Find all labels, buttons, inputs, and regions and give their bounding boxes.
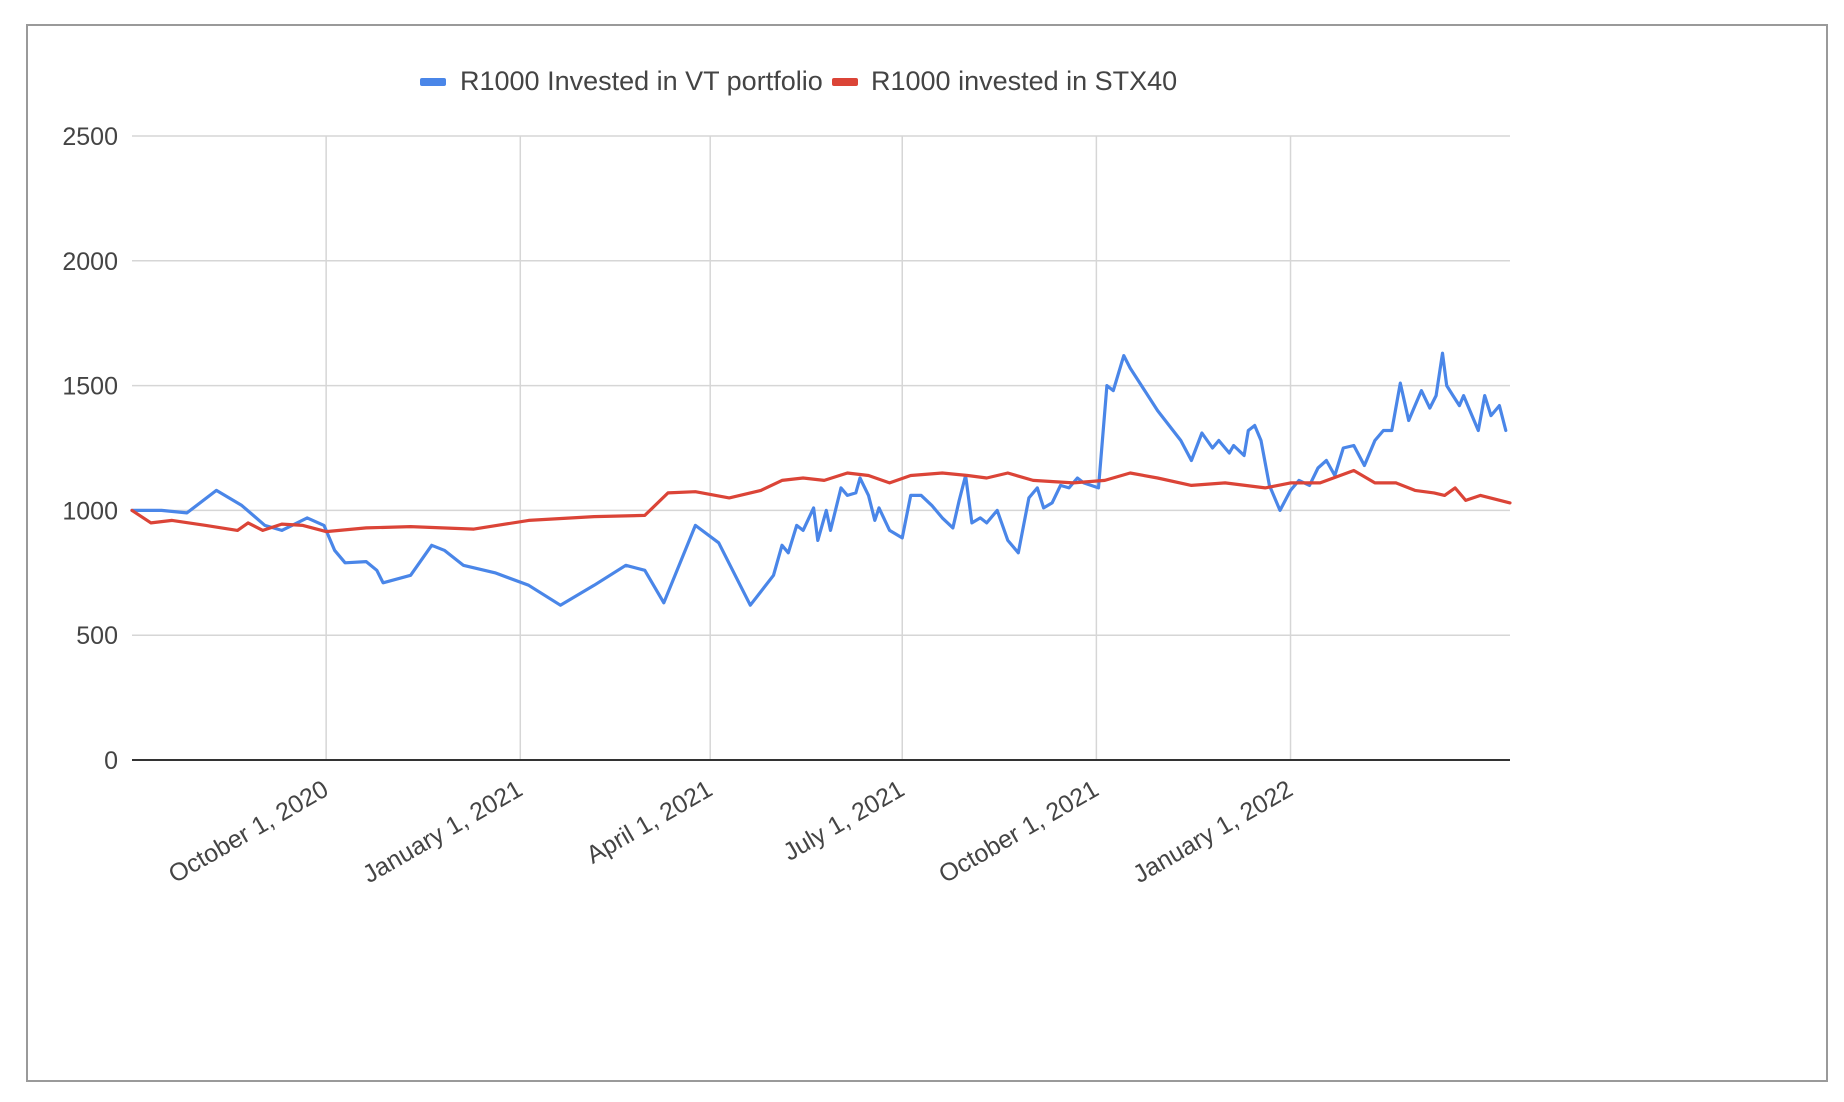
series-line-1 (130, 351, 1508, 607)
y-tick-label: 0 (104, 747, 118, 775)
gridlines (132, 135, 1510, 760)
x-tick-label: July 1, 2021 (778, 775, 909, 867)
x-tick-label: January 1, 2021 (358, 775, 527, 889)
x-tick-label: October 1, 2020 (164, 775, 333, 889)
y-tick-label: 500 (76, 622, 118, 650)
legend: R1000 Invested in VT portfolio R1000 inve… (420, 66, 1177, 96)
y-tick-label: 1000 (62, 497, 118, 525)
x-tick-label: January 1, 2022 (1128, 775, 1297, 889)
y-tick-label: 2000 (62, 248, 118, 276)
legend-swatch-1 (420, 78, 446, 86)
x-tick-label: October 1, 2021 (934, 775, 1103, 889)
x-tick-label: April 1, 2021 (582, 775, 718, 869)
legend-swatch-2 (832, 78, 858, 86)
legend-label-1: R1000 Invested in VT portfolio (460, 66, 823, 96)
y-tick-label: 2500 (62, 123, 118, 151)
y-tick-label: 1500 (62, 373, 118, 401)
legend-label-2: R1000 invested in STX40 (871, 66, 1177, 96)
chart-frame: 0 500 1000 1500 2000 2500 October 1, 2020 Janua… (26, 24, 1828, 1082)
series-line-2 (130, 468, 1512, 534)
series-lines (130, 351, 1512, 607)
